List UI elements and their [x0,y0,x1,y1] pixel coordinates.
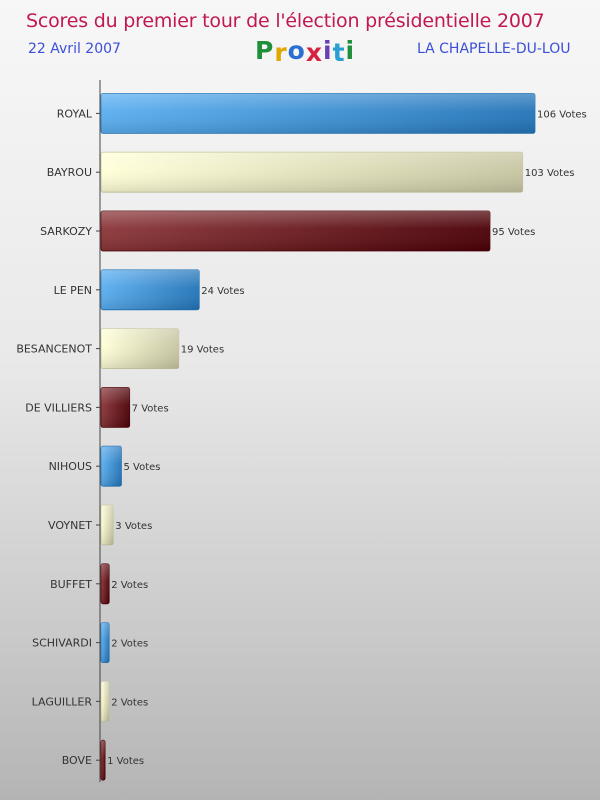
bar-gloss [101,387,130,428]
value-label: 3 Votes [115,521,152,532]
category-label: LAGUILLER [32,695,93,708]
value-label: 24 Votes [201,286,244,297]
bar-gloss [101,681,110,722]
bar-gloss [101,211,490,251]
logo-letter: i [323,36,333,65]
value-label: 5 Votes [123,462,160,473]
proxiti-logo: Proxiti [255,36,356,67]
bar-gloss [101,93,535,134]
value-label: 95 Votes [492,227,535,238]
value-label: 7 Votes [132,403,169,414]
category-label: BUFFET [50,578,92,591]
logo-letter: x [305,38,323,67]
category-label: NIHOUS [49,460,92,473]
category-label: BESANCENOT [16,343,92,356]
category-label: ROYAL [57,107,93,120]
value-label: 2 Votes [111,697,148,708]
category-label: DE VILLIERS [25,401,92,414]
bar-gloss [101,505,114,545]
category-label: BAYROU [47,166,92,179]
value-label: 1 Votes [107,756,144,767]
bar-gloss [101,152,523,193]
bar-gloss [101,446,122,487]
category-label: SARKOZY [40,225,92,238]
bar-gloss [101,622,110,663]
category-label: BOVE [62,754,92,767]
logo-letter: t [332,38,346,67]
logo-letter: r [274,38,288,67]
logo-letter: i [345,36,356,65]
location-name: LA CHAPELLE-DU-LOU [417,41,571,57]
election-date: 22 Avril 2007 [28,41,121,57]
value-label: 103 Votes [525,168,575,179]
category-label: VOYNET [48,519,92,532]
category-label: SCHIVARDI [32,637,92,650]
bar-gloss [101,269,200,310]
logo-letter: P [255,36,275,65]
category-label: LE PEN [54,284,92,297]
logo-letter: o [287,36,306,65]
value-label: 106 Votes [537,109,587,120]
chart-title: Scores du premier tour de l'élection pré… [26,10,545,32]
bar-gloss [101,563,110,604]
value-label: 19 Votes [181,345,224,356]
value-label: 2 Votes [111,580,148,591]
value-label: 2 Votes [111,639,148,650]
bar-gloss [101,740,106,781]
bar-gloss [101,328,179,369]
